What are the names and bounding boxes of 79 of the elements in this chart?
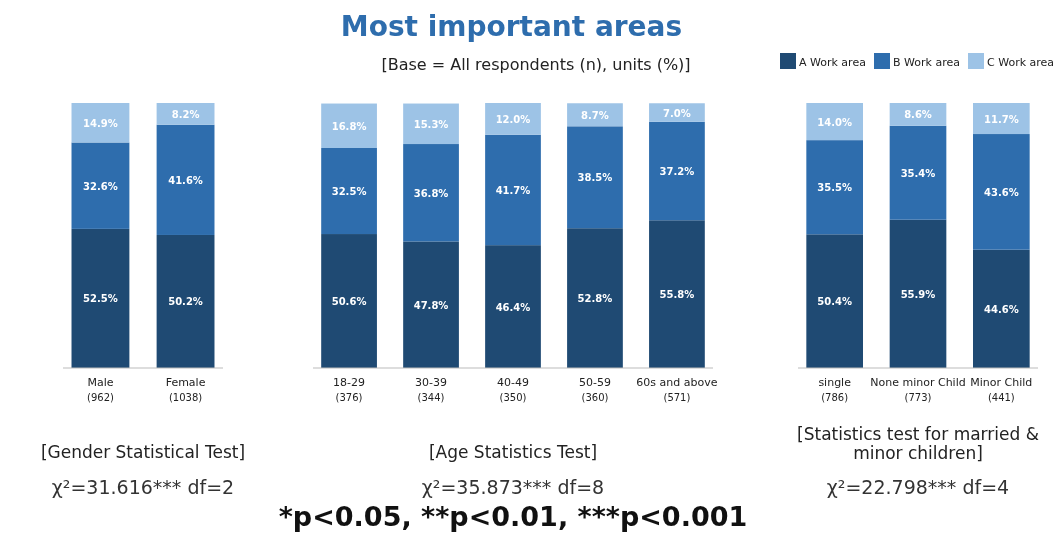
bar	[973, 134, 1030, 250]
x-tick-label: None minor Child (773)	[870, 376, 966, 403]
data-label: 36.8%	[413, 187, 449, 199]
bar	[485, 134, 541, 246]
data-label: 52.5%	[83, 293, 118, 305]
bar	[806, 234, 863, 368]
x-tick-label: 18-29 (376)	[333, 376, 366, 403]
bar	[567, 103, 623, 127]
text: [Gender Statistical Test]	[40, 442, 246, 462]
legend-label: B Work area	[893, 56, 960, 69]
data-label: 46.4%	[495, 301, 531, 313]
text: χ²=22.798*** df=4	[826, 476, 1010, 498]
bar	[889, 125, 947, 220]
bar	[889, 219, 947, 368]
data-label: 8.2%	[171, 108, 200, 120]
data-label: 16.8%	[331, 120, 367, 132]
data-label: 32.6%	[83, 180, 118, 192]
x-tick-label: Male (962)	[87, 376, 114, 403]
legend-label: C Work area	[987, 56, 1055, 69]
data-label: 50.2%	[168, 296, 203, 308]
bar	[156, 124, 215, 235]
data-label: 43.6%	[983, 186, 1019, 198]
bar	[649, 103, 705, 122]
bar	[567, 126, 623, 229]
data-label: 44.6%	[983, 303, 1019, 315]
bar	[71, 142, 130, 229]
x-tick-label: Minor Child (441)	[970, 376, 1033, 403]
text: [Statistics test for married & minor children]	[797, 424, 1039, 463]
bar	[973, 103, 1030, 135]
data-label: 12.0%	[495, 113, 531, 125]
data-label: 55.9%	[900, 288, 936, 300]
bar	[71, 228, 130, 368]
data-label: 14.0%	[817, 116, 853, 128]
chart-subtitle: [Base = All respondents (n), units (%)]	[381, 55, 691, 74]
data-label: 15.3%	[413, 118, 449, 130]
bar	[973, 249, 1030, 368]
text: χ²=31.616*** df=2	[51, 476, 235, 498]
data-label: 14.9%	[83, 117, 118, 129]
text: χ²=35.873*** df=8	[421, 476, 605, 498]
data-label: 52.8%	[577, 293, 613, 305]
x-tick-label: 50-59 (360)	[578, 376, 611, 403]
x-tick-label: 30-39 (344)	[415, 376, 448, 403]
bar	[321, 234, 377, 368]
bar	[649, 220, 705, 368]
bar	[156, 234, 215, 368]
data-label: 38.5%	[577, 172, 613, 184]
x-tick-label: 60s and above (571)	[636, 376, 718, 403]
data-label: 50.4%	[817, 296, 853, 308]
data-label: 35.5%	[817, 182, 853, 194]
bar	[806, 103, 863, 141]
data-label: 37.2%	[659, 166, 695, 178]
data-label: 8.6%	[904, 109, 932, 121]
data-label: 8.7%	[581, 109, 609, 121]
bar	[403, 103, 459, 145]
data-label: 55.8%	[659, 289, 695, 301]
bar	[567, 228, 623, 368]
text: *p<0.05, **p<0.01, ***p<0.001	[278, 501, 748, 532]
bar	[321, 148, 377, 235]
bar	[806, 140, 863, 235]
legend-label: A Work area	[799, 56, 866, 69]
data-label: 11.7%	[983, 113, 1019, 125]
data-label: 35.4%	[900, 167, 936, 179]
data-label: 50.6%	[331, 296, 367, 308]
chart-title: Most important areas	[340, 10, 683, 43]
bar	[485, 245, 541, 368]
data-label: 41.7%	[495, 184, 531, 196]
text: [Age Statistics Test]	[428, 442, 598, 462]
data-label: 7.0%	[663, 107, 691, 119]
data-label: 47.8%	[413, 299, 449, 311]
data-label: 32.5%	[331, 186, 367, 198]
data-label: 41.6%	[168, 174, 203, 186]
x-tick-label: single (786)	[818, 376, 852, 403]
bar	[485, 103, 541, 135]
bar	[403, 144, 459, 242]
x-tick-label: Female (1038)	[165, 376, 206, 403]
x-tick-label: 40-49 (350)	[497, 376, 529, 403]
bar	[321, 103, 377, 149]
bar	[403, 241, 459, 368]
bar	[649, 121, 705, 221]
